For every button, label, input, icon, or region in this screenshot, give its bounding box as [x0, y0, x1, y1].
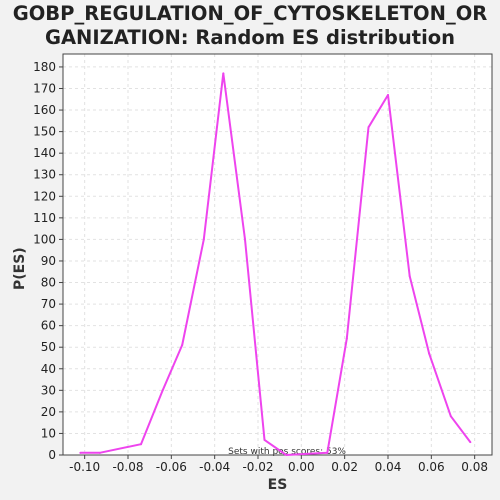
- data-point: [161, 389, 164, 392]
- data-point: [345, 337, 348, 340]
- y-tick-label: 40: [41, 362, 56, 376]
- y-tick-label: 120: [33, 189, 56, 203]
- y-tick-label: 110: [33, 211, 56, 225]
- y-tick-label: 10: [41, 426, 56, 440]
- y-tick-label: 50: [41, 340, 56, 354]
- data-point: [263, 438, 266, 441]
- y-tick-label: 140: [33, 146, 56, 160]
- x-tick-label: 0.08: [461, 460, 488, 474]
- data-point: [244, 238, 246, 241]
- data-point: [98, 451, 101, 454]
- x-axis-title: ES: [267, 477, 288, 493]
- y-tick-label: 130: [33, 168, 56, 182]
- x-tick-label: -0.08: [112, 460, 143, 474]
- y-tick-label: 80: [41, 276, 56, 290]
- data-point: [181, 344, 184, 347]
- y-tick-label: 180: [33, 60, 56, 74]
- data-point: [202, 238, 205, 241]
- x-tick-label: -0.04: [199, 460, 230, 474]
- x-tick-label: -0.02: [242, 460, 273, 474]
- y-tick-label: 60: [41, 319, 56, 333]
- data-point: [140, 443, 142, 446]
- x-tick-label: 0.00: [288, 460, 315, 474]
- y-tick-label: 100: [33, 232, 56, 246]
- data-point: [367, 126, 370, 129]
- plot-background: [63, 54, 492, 455]
- y-tick-label: 20: [41, 405, 56, 419]
- y-tick-label: 90: [41, 254, 56, 268]
- y-tick-label: 0: [48, 448, 56, 462]
- plot-frame: [62, 53, 493, 456]
- x-tick-label: 0.02: [331, 460, 358, 474]
- data-point: [387, 93, 389, 96]
- chart-title: GOBP_REGULATION_OF_CYTOSKELETON_OR GANIZ…: [12, 2, 488, 49]
- y-tick-label: 160: [33, 103, 56, 117]
- y-tick-label: 30: [41, 383, 56, 397]
- x-tick-label: -0.10: [69, 460, 100, 474]
- data-point: [326, 451, 329, 454]
- data-point: [469, 441, 472, 444]
- data-point: [222, 72, 225, 75]
- x-tick-label: 0.06: [418, 460, 445, 474]
- y-tick-label: 70: [41, 297, 56, 311]
- x-tick-label: 0.04: [375, 460, 402, 474]
- data-point: [285, 454, 288, 456]
- data-point: [428, 352, 431, 355]
- y-tick-label: 170: [33, 81, 56, 95]
- data-point: [408, 275, 411, 278]
- x-tick-label: -0.06: [156, 460, 187, 474]
- annotation-text: Sets with pos scores: 53%: [228, 447, 346, 457]
- data-point: [449, 415, 452, 418]
- y-tick-label: 150: [33, 125, 56, 139]
- series-line: [80, 72, 472, 456]
- data-point: [79, 451, 82, 454]
